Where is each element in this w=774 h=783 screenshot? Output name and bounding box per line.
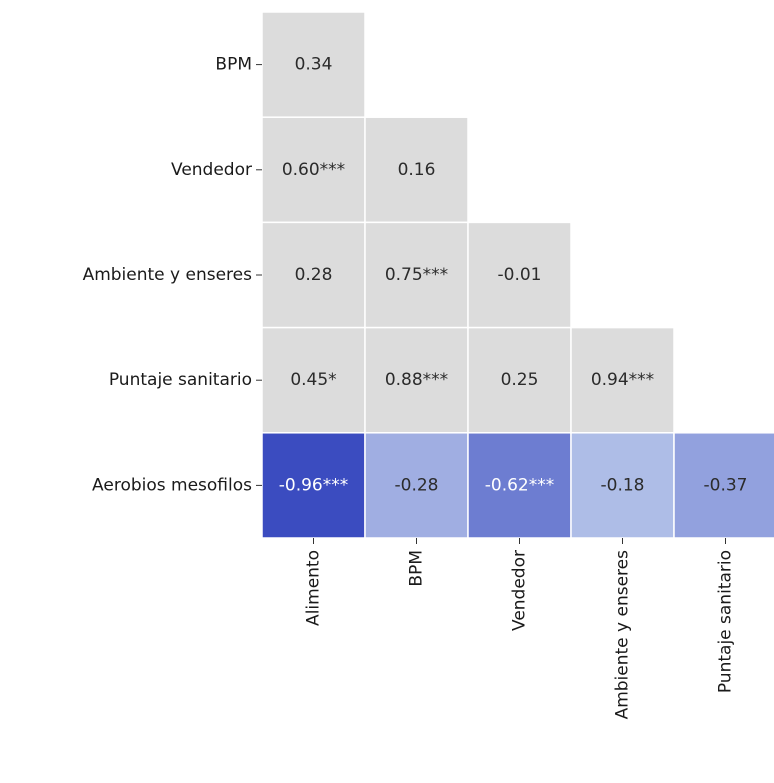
cell-value-label: -0.96*** bbox=[279, 475, 349, 495]
cell-value-label: -0.28 bbox=[395, 475, 439, 495]
y-tick-label-aerobios-mesofilos: Aerobios mesofilos bbox=[92, 475, 252, 495]
heatmap-cell-bpm-alimento bbox=[261, 11, 366, 118]
cell-value-label: 0.28 bbox=[295, 265, 333, 285]
cell-value-label: -0.62*** bbox=[485, 475, 555, 495]
cell-value-label: -0.18 bbox=[601, 475, 645, 495]
cell-value-label: 0.34 bbox=[295, 55, 333, 75]
heatmap-cell-labels: 0.34 0.60*** 0.16 0.28 0.75*** -0.01 0.45* 0.88… bbox=[279, 55, 748, 496]
cell-value-label: 0.25 bbox=[501, 370, 539, 390]
heatmap-cell-ambiente-y-enseres-vendedor bbox=[467, 221, 572, 329]
cell-value-label: 0.88*** bbox=[385, 370, 448, 390]
y-axis: BPM Vendedor Ambiente y enseres Puntaje san… bbox=[83, 55, 262, 495]
heatmap-cell-aerobios-mesofilos-ambiente-y-enseres bbox=[570, 432, 675, 539]
heatmap-cell-aerobios-mesofilos-bpm bbox=[364, 432, 469, 539]
cell-value-label: 0.60*** bbox=[282, 160, 345, 180]
heatmap-cell-vendedor-bpm bbox=[364, 116, 469, 224]
heatmap-cell-aerobios-mesofilos-puntaje-sanitario bbox=[673, 432, 774, 539]
y-tick-label-vendedor: Vendedor bbox=[171, 160, 252, 180]
heatmap-cell-puntaje-sanitario-bpm bbox=[364, 326, 469, 434]
x-tick-label-puntaje-sanitario: Puntaje sanitario bbox=[716, 550, 736, 693]
cell-value-label: -0.01 bbox=[498, 265, 542, 285]
y-tick-label-ambiente-y-enseres: Ambiente y enseres bbox=[83, 265, 253, 285]
x-axis: Alimento BPM Vendedor Ambiente y enseres Pun… bbox=[304, 538, 736, 719]
cell-value-label: 0.45* bbox=[290, 370, 336, 390]
cell-value-label: 0.94*** bbox=[591, 370, 654, 390]
y-tick-label-bpm: BPM bbox=[215, 55, 252, 75]
cell-value-label: 0.16 bbox=[398, 160, 436, 180]
x-tick-label-alimento: Alimento bbox=[304, 550, 324, 626]
y-tick-label-puntaje-sanitario: Puntaje sanitario bbox=[109, 370, 252, 390]
x-tick-label-ambiente-y-enseres: Ambiente y enseres bbox=[613, 550, 633, 720]
heatmap-cell-vendedor-alimento bbox=[261, 116, 366, 224]
cell-value-label: 0.75*** bbox=[385, 265, 448, 285]
heatmap-cell-ambiente-y-enseres-alimento bbox=[261, 221, 366, 329]
x-tick-label-vendedor: Vendedor bbox=[510, 550, 530, 631]
x-tick-label-bpm: BPM bbox=[407, 550, 427, 587]
cell-value-label: -0.37 bbox=[704, 475, 748, 495]
heatmap-cell-puntaje-sanitario-ambiente-y-enseres bbox=[570, 326, 675, 434]
heatmap-cells bbox=[261, 11, 774, 539]
